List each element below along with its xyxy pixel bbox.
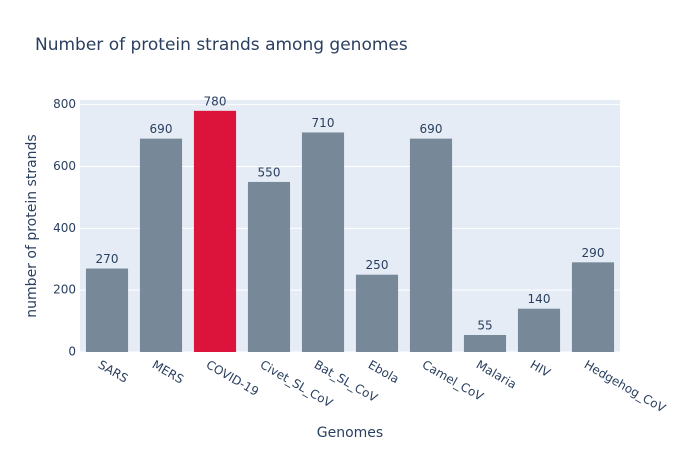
value-label: 140 (528, 292, 551, 306)
value-label: 250 (366, 258, 389, 272)
bar (193, 110, 237, 352)
value-label: 710 (312, 116, 335, 130)
bar (139, 138, 183, 352)
x-tick-label: Malaria (474, 358, 519, 392)
value-label: 290 (582, 246, 605, 260)
bar (301, 132, 345, 352)
x-tick-label: COVID-19 (204, 358, 261, 399)
bar (571, 262, 615, 352)
bar (355, 274, 399, 352)
bars (85, 110, 615, 352)
y-tick-label: 400 (53, 221, 76, 235)
x-tick-label: Ebola (366, 358, 402, 387)
value-label: 550 (258, 165, 281, 179)
value-label: 270 (96, 252, 119, 266)
y-axis-title: number of protein strands (24, 134, 40, 317)
y-tick-label: 800 (53, 97, 76, 111)
bar (463, 334, 507, 352)
x-tick-label: MERS (150, 358, 186, 387)
value-label: 55 (477, 318, 492, 332)
chart-title: Number of protein strands among genomes (35, 35, 408, 55)
bar (409, 138, 453, 352)
y-tick-label: 600 (53, 159, 76, 173)
value-label: 690 (420, 122, 443, 136)
bar (247, 181, 291, 352)
value-label: 780 (204, 94, 227, 108)
x-tick-label: Hedgehog_CoV (582, 358, 669, 416)
bar (85, 268, 129, 352)
x-tick-label: SARS (96, 358, 131, 386)
y-tick-label: 200 (53, 283, 76, 297)
value-label: 690 (150, 122, 173, 136)
x-axis-title: Genomes (317, 425, 383, 441)
x-tick-label: HIV (528, 358, 554, 381)
bar (517, 308, 561, 352)
y-tick-label: 0 (68, 345, 76, 359)
